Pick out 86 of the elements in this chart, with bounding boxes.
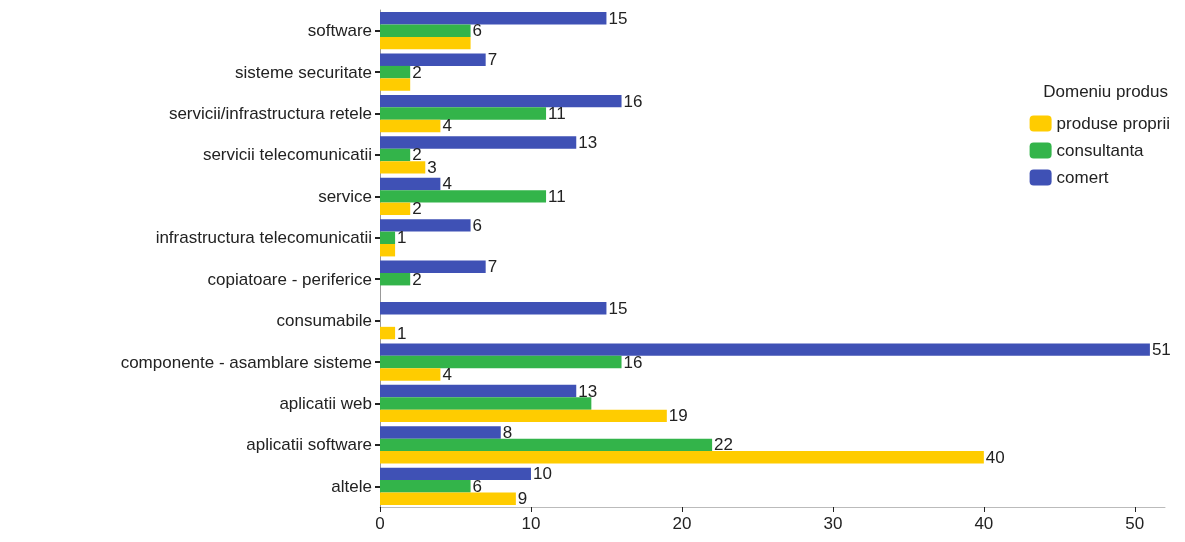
data-label: 16	[623, 91, 643, 111]
data-label: 16	[623, 352, 643, 372]
data-label: 1	[397, 228, 407, 248]
y-tick-label: software	[307, 21, 372, 41]
data-label: 2	[412, 145, 422, 165]
bar	[380, 480, 471, 493]
data-label: 4	[442, 174, 452, 194]
data-label: 15	[608, 298, 628, 318]
data-label: 4	[442, 116, 452, 136]
data-label: 13	[578, 381, 598, 401]
data-label: 9	[517, 489, 528, 509]
bar	[380, 451, 984, 464]
y-tick-label: consumabile	[276, 311, 372, 331]
bar	[380, 53, 486, 66]
legend-label: consultanta	[1056, 141, 1145, 160]
bar	[380, 368, 441, 381]
bar	[380, 301, 607, 315]
bar	[380, 136, 577, 149]
data-label: 2	[412, 62, 422, 82]
y-tick-label: servicii telecomunicatii	[202, 145, 372, 165]
bar	[380, 148, 411, 162]
data-label: 11	[548, 186, 566, 206]
data-label: 19	[668, 406, 688, 426]
data-label: 22	[714, 435, 734, 455]
data-label: 11	[548, 104, 566, 124]
bar	[380, 190, 547, 203]
bar	[380, 177, 441, 191]
x-tick-label: 50	[1125, 514, 1145, 533]
y-tick-label: componente - asamblare sisteme	[120, 352, 372, 372]
data-label: 8	[502, 422, 513, 442]
data-label: 7	[487, 50, 498, 70]
data-label: 6	[472, 476, 483, 496]
data-label: 15	[608, 8, 628, 28]
bar	[380, 409, 667, 423]
bar	[380, 36, 471, 50]
bar	[380, 161, 426, 174]
x-tick-label: 0	[375, 514, 385, 533]
bar	[380, 438, 713, 452]
data-label: 13	[578, 133, 598, 153]
bar	[380, 231, 396, 244]
y-tick-label: sisteme securitate	[235, 62, 372, 82]
legend-label: produse proprii	[1056, 114, 1171, 133]
bar	[380, 273, 411, 286]
data-label: 10	[532, 464, 552, 484]
bar	[380, 244, 396, 257]
y-tick-label: infrastructura telecomunicatii	[155, 228, 372, 248]
data-label: 3	[427, 157, 437, 177]
data-label: 7	[487, 257, 498, 277]
x-tick-label: 20	[672, 514, 692, 533]
data-label: 6	[472, 21, 483, 41]
data-label: 2	[412, 199, 422, 219]
x-tick-label: 10	[521, 514, 541, 533]
bar	[380, 219, 471, 232]
bar	[380, 260, 486, 273]
bar	[380, 94, 622, 108]
bar	[380, 326, 396, 340]
bar	[380, 343, 1150, 356]
data-label: 2	[412, 269, 422, 289]
bar	[380, 202, 411, 216]
bar	[380, 65, 411, 79]
bar	[380, 12, 607, 25]
y-tick-label: altele	[331, 476, 372, 496]
y-tick-label: service	[318, 186, 372, 206]
y-tick-label: aplicatii web	[279, 393, 372, 413]
bar	[380, 355, 622, 369]
bar	[380, 78, 411, 91]
bar	[380, 467, 531, 481]
bar	[380, 24, 471, 37]
x-tick-label: 40	[974, 514, 994, 533]
legend-label: comert	[1056, 168, 1109, 187]
y-tick-label: copiatoare - periferice	[207, 269, 372, 289]
x-tick-label: 30	[823, 514, 843, 533]
y-tick-label: servicii/infrastructura retele	[168, 104, 372, 124]
bar	[380, 397, 592, 410]
bar	[380, 107, 547, 120]
data-label: 6	[472, 215, 483, 235]
bar	[380, 384, 577, 398]
data-label: 1	[397, 323, 407, 343]
data-label: 4	[442, 364, 452, 384]
data-label: 51	[1151, 340, 1171, 360]
bar	[380, 119, 441, 133]
data-label: 40	[985, 447, 1005, 467]
y-tick-label: aplicatii software	[246, 435, 372, 455]
legend-title: Domeniu produs	[1043, 82, 1169, 101]
bar	[380, 492, 516, 505]
bar	[380, 426, 501, 439]
